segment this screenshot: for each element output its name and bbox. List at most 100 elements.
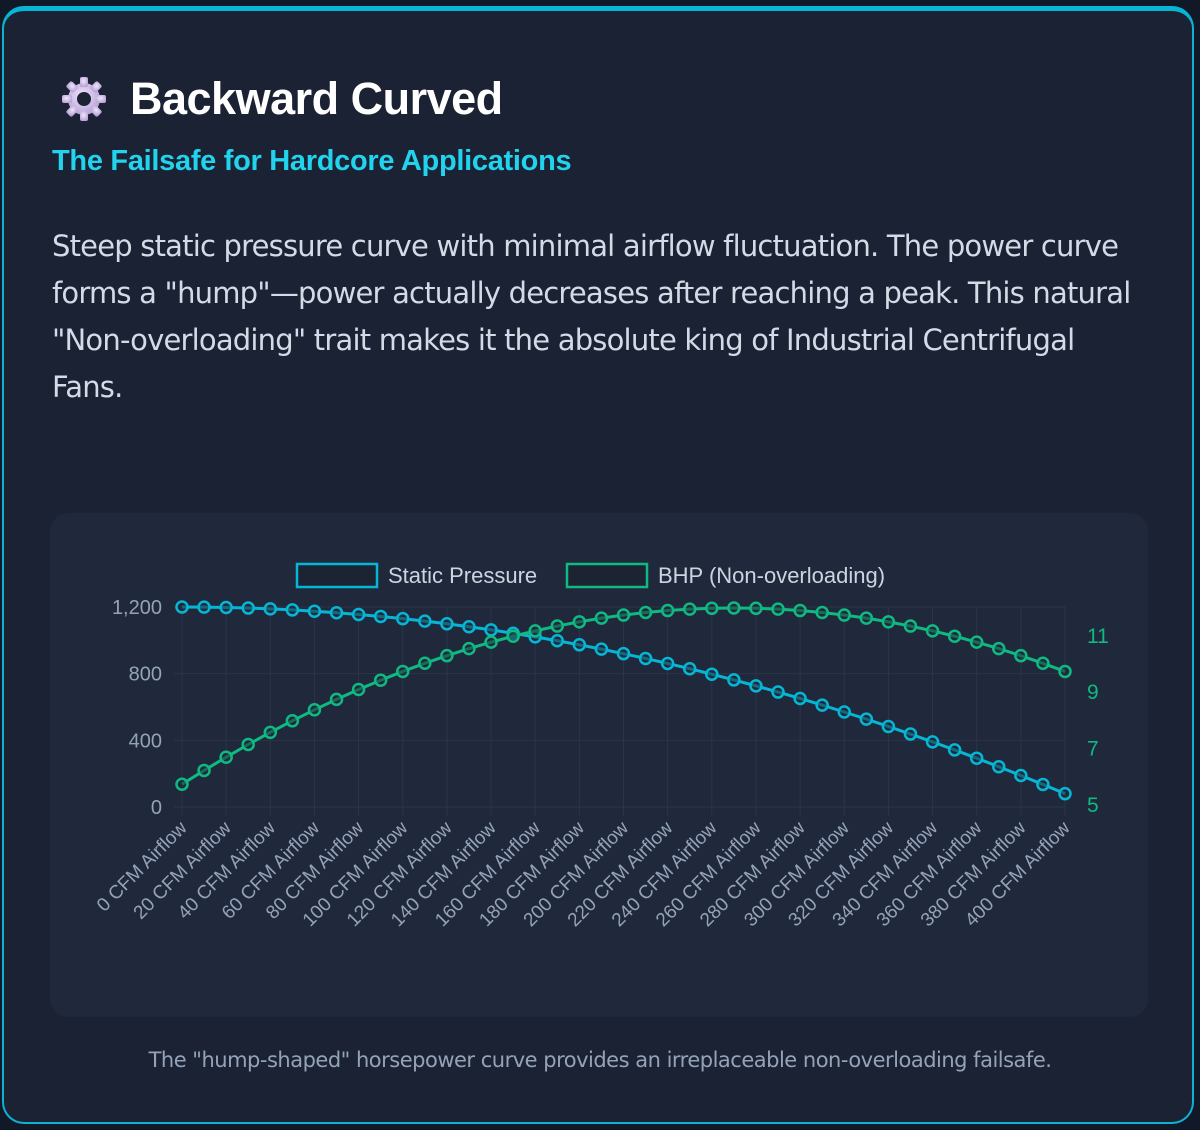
svg-text:Static Pressure: Static Pressure <box>388 563 537 588</box>
y-left-tick: 1,200 <box>112 597 162 619</box>
data-point[interactable] <box>969 751 984 765</box>
y-right-tick: 9 <box>1087 681 1099 704</box>
data-point[interactable] <box>1014 768 1028 783</box>
data-point[interactable] <box>705 601 719 616</box>
y-right-tick: 7 <box>1087 738 1099 761</box>
data-point[interactable] <box>440 617 454 631</box>
data-point[interactable] <box>594 642 609 656</box>
data-point[interactable] <box>1014 648 1028 663</box>
data-point[interactable] <box>462 641 476 656</box>
data-point[interactable] <box>1036 656 1050 671</box>
data-point[interactable] <box>660 656 675 671</box>
data-point[interactable] <box>351 607 366 622</box>
data-point[interactable] <box>638 605 653 620</box>
data-point[interactable] <box>219 600 233 615</box>
data-point[interactable] <box>705 667 719 681</box>
card-subtitle: The Failsafe for Hardcore Applications <box>52 145 572 177</box>
series-static-pressure <box>175 600 1072 801</box>
data-point[interactable] <box>947 629 962 643</box>
legend-item-bhp[interactable]: BHP (Non-overloading) <box>565 562 885 589</box>
data-point[interactable] <box>462 619 476 634</box>
data-point[interactable] <box>815 698 829 712</box>
data-point[interactable] <box>815 605 829 620</box>
data-point[interactable] <box>859 712 874 726</box>
chart-caption: The "hump-shaped" horsepower curve provi… <box>148 1048 1052 1072</box>
y-right-tick: 11 <box>1087 625 1109 648</box>
data-point[interactable] <box>572 615 587 629</box>
data-point[interactable] <box>1058 664 1072 679</box>
data-point[interactable] <box>903 727 918 741</box>
data-point[interactable] <box>351 682 366 697</box>
data-point[interactable] <box>682 602 697 616</box>
data-point[interactable] <box>992 641 1006 656</box>
data-point[interactable] <box>307 604 322 618</box>
data-point[interactable] <box>396 611 410 626</box>
data-point[interactable] <box>594 611 609 625</box>
data-point[interactable] <box>727 673 741 687</box>
data-point[interactable] <box>682 661 697 676</box>
y-right-tick: 5 <box>1087 794 1099 817</box>
data-point[interactable] <box>219 750 233 764</box>
data-point[interactable] <box>329 605 344 620</box>
data-point[interactable] <box>241 737 255 752</box>
data-point[interactable] <box>925 735 940 749</box>
data-point[interactable] <box>881 719 896 734</box>
data-point[interactable] <box>771 685 785 699</box>
data-point[interactable] <box>285 603 300 617</box>
card-title: Backward Curved <box>130 73 503 124</box>
data-point[interactable] <box>1036 777 1050 792</box>
data-point[interactable] <box>263 602 278 616</box>
data-point[interactable] <box>749 679 763 693</box>
svg-text:BHP (Non-overloading): BHP (Non-overloading) <box>658 563 885 588</box>
y-left-tick: 800 <box>129 664 162 686</box>
data-point[interactable] <box>837 705 851 719</box>
data-point[interactable] <box>197 763 211 778</box>
data-point[interactable] <box>506 629 520 643</box>
data-point[interactable] <box>947 743 962 757</box>
data-point[interactable] <box>793 691 807 706</box>
data-point[interactable] <box>616 646 631 661</box>
data-point[interactable] <box>528 624 542 638</box>
data-point[interactable] <box>859 611 874 625</box>
data-point[interactable] <box>837 608 851 622</box>
data-point[interactable] <box>1058 786 1072 801</box>
data-point[interactable] <box>418 614 432 628</box>
data-point[interactable] <box>418 656 432 671</box>
data-point[interactable] <box>307 703 322 717</box>
data-point[interactable] <box>241 601 255 615</box>
series-bhp <box>175 601 1072 792</box>
data-point[interactable] <box>197 600 211 614</box>
gear-icon <box>62 77 106 121</box>
data-point[interactable] <box>484 635 498 649</box>
data-point[interactable] <box>771 602 785 616</box>
data-point[interactable] <box>175 600 189 614</box>
data-point[interactable] <box>638 651 653 666</box>
legend-item-static-pressure[interactable]: Static Pressure <box>295 562 537 589</box>
data-point[interactable] <box>903 619 918 633</box>
data-point[interactable] <box>992 759 1006 774</box>
data-point[interactable] <box>373 673 388 687</box>
data-point[interactable] <box>329 692 344 707</box>
data-point[interactable] <box>396 664 410 679</box>
data-point[interactable] <box>440 648 454 663</box>
chart-legend: Static Pressure BHP (Non-overloading) <box>295 562 885 589</box>
data-point[interactable] <box>263 725 278 740</box>
data-point[interactable] <box>373 609 388 624</box>
y-left-tick: 400 <box>129 730 162 752</box>
data-point[interactable] <box>175 777 189 792</box>
data-point[interactable] <box>484 623 498 637</box>
data-point[interactable] <box>727 601 741 615</box>
data-point[interactable] <box>550 619 565 633</box>
data-point[interactable] <box>793 603 807 618</box>
data-point[interactable] <box>550 633 565 648</box>
data-point[interactable] <box>925 624 940 638</box>
data-point[interactable] <box>660 603 675 618</box>
data-point[interactable] <box>881 615 896 629</box>
data-point[interactable] <box>749 601 763 616</box>
data-point[interactable] <box>285 714 300 728</box>
card-header: Backward Curved <box>58 73 503 125</box>
data-point[interactable] <box>572 638 587 652</box>
data-point[interactable] <box>969 635 984 649</box>
data-point[interactable] <box>616 608 631 622</box>
